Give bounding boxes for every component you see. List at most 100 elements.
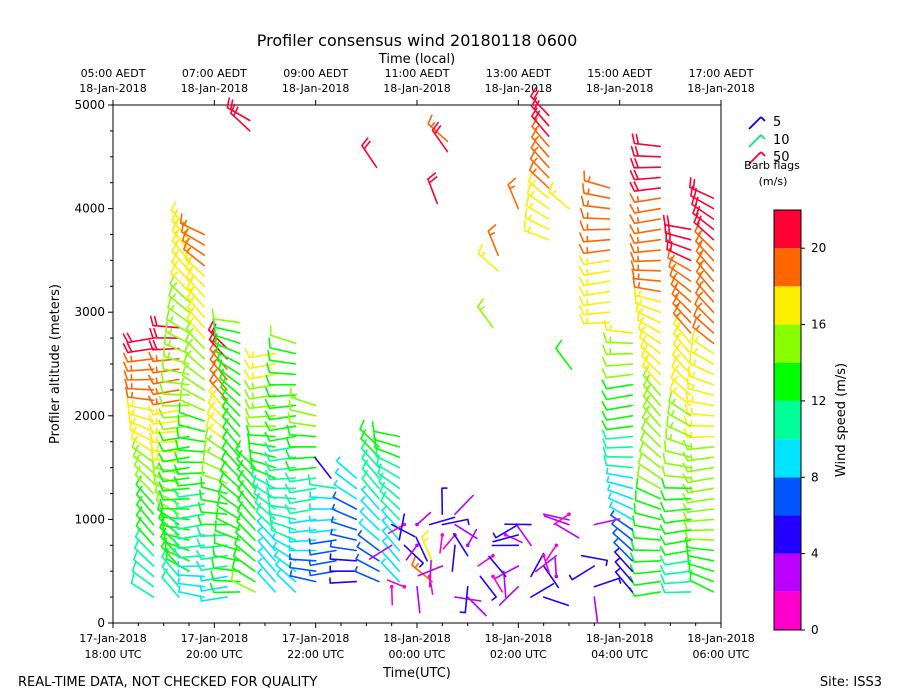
- colorbar-bin: [774, 553, 801, 592]
- wind-barb: [254, 492, 276, 521]
- wind-barb: [607, 492, 634, 510]
- wind-barb: [134, 465, 155, 495]
- wind-barb: [361, 459, 380, 490]
- wind-barb: [218, 359, 241, 386]
- x-tick-time: 02:00 UTC: [490, 648, 547, 661]
- wind-barb: [220, 378, 241, 407]
- wind-barb: [354, 566, 380, 583]
- wind-barb: [185, 268, 205, 298]
- wind-barb: [177, 414, 205, 433]
- wind-barb: [504, 534, 523, 544]
- wind-barb: [230, 570, 256, 593]
- wind-barb: [287, 412, 317, 427]
- wind-barb: [602, 446, 634, 458]
- wind-barb: [390, 523, 416, 538]
- wind-barb: [593, 596, 599, 624]
- wind-barb: [477, 244, 499, 272]
- calm-wind-dot: [415, 522, 419, 527]
- wind-barb: [416, 511, 432, 526]
- wind-barb: [244, 369, 276, 380]
- x-tick-date: 18-Jan-2018: [383, 632, 451, 645]
- wind-barb: [226, 97, 251, 122]
- wind-barb: [148, 432, 180, 443]
- wind-barb: [693, 306, 715, 334]
- wind-barb: [136, 495, 155, 526]
- wind-barb: [269, 325, 297, 345]
- calm-wind-dot: [541, 553, 546, 558]
- top-tick-time: 09:00 AEDT: [283, 67, 348, 80]
- wind-barb: [308, 559, 337, 567]
- wind-barb: [264, 451, 297, 462]
- wind-barb: [640, 430, 661, 458]
- wind-barb: [158, 481, 190, 492]
- wind-barb: [684, 529, 715, 541]
- wind-barb: [371, 421, 401, 438]
- colorbar-bin: [774, 248, 801, 287]
- wind-barb: [601, 429, 634, 440]
- wind-barb: [431, 121, 449, 153]
- wind-barb: [182, 353, 205, 381]
- x-axis-label: Time(UTC): [382, 666, 451, 681]
- wind-barb: [125, 386, 155, 402]
- wind-barb: [659, 524, 692, 535]
- wind-barb: [161, 358, 190, 376]
- wind-barb: [507, 177, 520, 210]
- wind-barb: [629, 169, 661, 181]
- top-tick-date: 18-Jan-2018: [383, 82, 451, 95]
- wind-barb: [601, 400, 634, 411]
- wind-barb: [149, 315, 180, 329]
- y-tick-label: 3000: [74, 305, 105, 319]
- footer-site: Site: ISS3: [820, 675, 882, 690]
- wind-barb: [257, 557, 276, 583]
- wind-barb: [635, 477, 661, 500]
- barb-legend-symbol: [748, 151, 766, 165]
- wind-barb: [168, 285, 190, 313]
- wind-barb: [167, 297, 190, 324]
- wind-barb: [237, 469, 256, 500]
- calm-wind-dot: [440, 533, 445, 537]
- top-tick-date: 18-Jan-2018: [282, 82, 350, 95]
- wind-barb: [202, 452, 228, 474]
- y-axis-label: Profiler altitude (meters): [48, 284, 63, 444]
- wind-barb: [379, 481, 401, 510]
- wind-barb: [161, 515, 190, 531]
- top-axis-ticks: 05:00 AEDT 18-Jan-2018 07:00 AEDT 18-Jan-20…: [79, 67, 755, 105]
- wind-barb: [642, 387, 661, 417]
- wind-barb: [427, 172, 439, 205]
- wind-barb: [246, 424, 276, 438]
- wind-barb: [330, 516, 357, 531]
- wind-barb: [257, 547, 276, 572]
- wind-barb: [466, 528, 478, 547]
- wind-barb: [454, 596, 482, 602]
- wind-barb: [684, 403, 715, 417]
- wind-barb: [492, 523, 520, 539]
- wind-barb: [288, 553, 317, 562]
- wind-barb: [601, 410, 634, 421]
- wind-barb: [264, 431, 297, 442]
- wind-barb: [200, 476, 228, 495]
- wind-barb: [488, 555, 507, 578]
- wind-barb: [212, 545, 241, 562]
- wind-barb: [222, 418, 241, 448]
- wind-barb: [673, 314, 692, 345]
- wind-barb: [670, 368, 692, 396]
- wind-barb: [257, 526, 276, 552]
- wind-barb: [534, 554, 558, 573]
- wind-barb: [554, 557, 558, 578]
- wind-barb: [662, 453, 692, 469]
- wind-barb: [148, 414, 180, 425]
- wind-barb: [632, 515, 661, 531]
- wind-barb: [361, 449, 380, 479]
- wind-barb: [661, 478, 692, 490]
- wind-barb: [629, 575, 661, 586]
- wind-barb: [181, 365, 205, 391]
- wind-barb: [219, 368, 241, 396]
- wind-barb: [360, 439, 380, 469]
- wind-barb: [244, 359, 276, 370]
- wind-barb: [682, 439, 715, 451]
- wind-barb: [274, 560, 297, 583]
- wind-barb: [543, 515, 570, 526]
- wind-barb: [390, 585, 394, 606]
- wind-barb: [176, 427, 205, 443]
- wind-barb: [221, 387, 241, 417]
